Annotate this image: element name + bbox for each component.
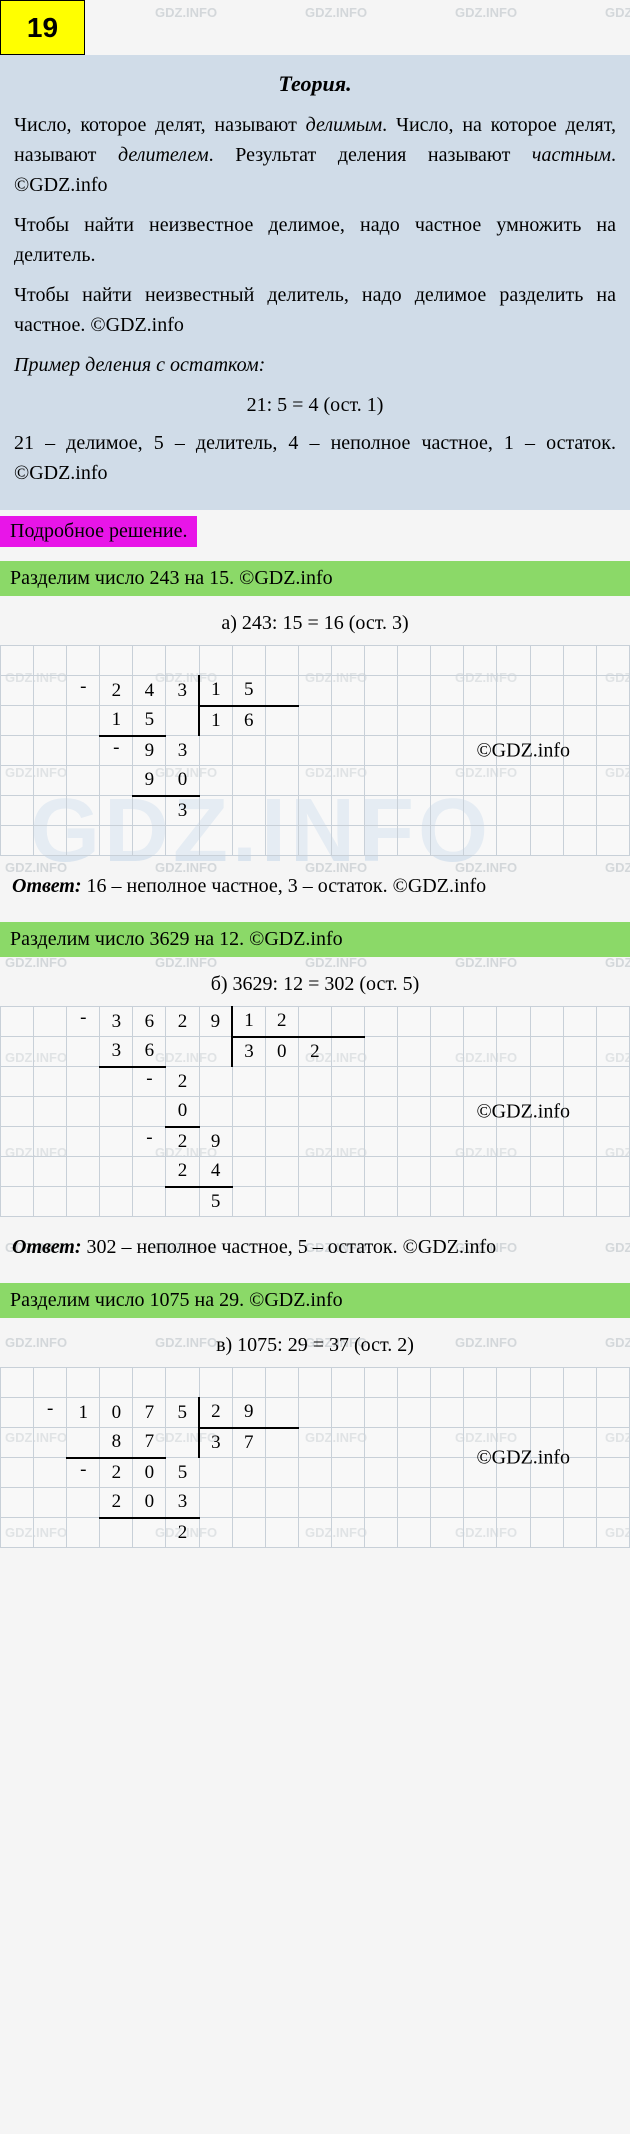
calc-c: в) 1075: 29 = 37 (ост. 2) bbox=[0, 1334, 630, 1357]
green-header-a: Разделим число 243 на 15. ©GDZ.info bbox=[0, 561, 630, 596]
theory-example-expl: 21 – делимое, 5 – делитель, 4 – неполное… bbox=[14, 428, 616, 488]
division-grid-a: ©GDZ.info -24315 1516 -93 90 3 bbox=[0, 645, 630, 856]
problem-number-badge: 19 bbox=[0, 0, 85, 55]
green-header-c: Разделим число 1075 на 29. ©GDZ.info bbox=[0, 1283, 630, 1318]
answer-a: Ответ: 16 – неполное частное, 3 – остато… bbox=[0, 864, 630, 908]
answer-b: Ответ: 302 – неполное частное, 5 – остат… bbox=[0, 1225, 630, 1269]
theory-title: Теория. bbox=[14, 67, 616, 100]
division-grid-c: ©GDZ.info -107529 8737 -205 203 2 bbox=[0, 1367, 630, 1548]
theory-p1: Число, которое делят, называют делимым. … bbox=[14, 110, 616, 200]
theory-box: Теория. Число, которое делят, называют д… bbox=[0, 55, 630, 510]
theory-p3: Чтобы найти неизвестный делитель, надо д… bbox=[14, 280, 616, 340]
theory-p2: Чтобы найти неизвестное делимое, надо ча… bbox=[14, 210, 616, 270]
gdz-copyright: ©GDZ.info bbox=[476, 1446, 570, 1469]
calc-a: а) 243: 15 = 16 (ост. 3) bbox=[0, 612, 630, 635]
theory-example-label: Пример деления с остатком: bbox=[14, 350, 616, 380]
division-grid-b: ©GDZ.info -362912 36302 -2 0 -29 24 5 bbox=[0, 1006, 630, 1217]
green-header-b: Разделим число 3629 на 12. ©GDZ.info bbox=[0, 922, 630, 957]
theory-example-eq: 21: 5 = 4 (ост. 1) bbox=[14, 390, 616, 420]
gdz-copyright: ©GDZ.info bbox=[476, 739, 570, 762]
solution-header: Подробное решение. bbox=[0, 516, 197, 547]
gdz-copyright: ©GDZ.info bbox=[476, 1100, 570, 1123]
calc-b: б) 3629: 12 = 302 (ост. 5) bbox=[0, 973, 630, 996]
